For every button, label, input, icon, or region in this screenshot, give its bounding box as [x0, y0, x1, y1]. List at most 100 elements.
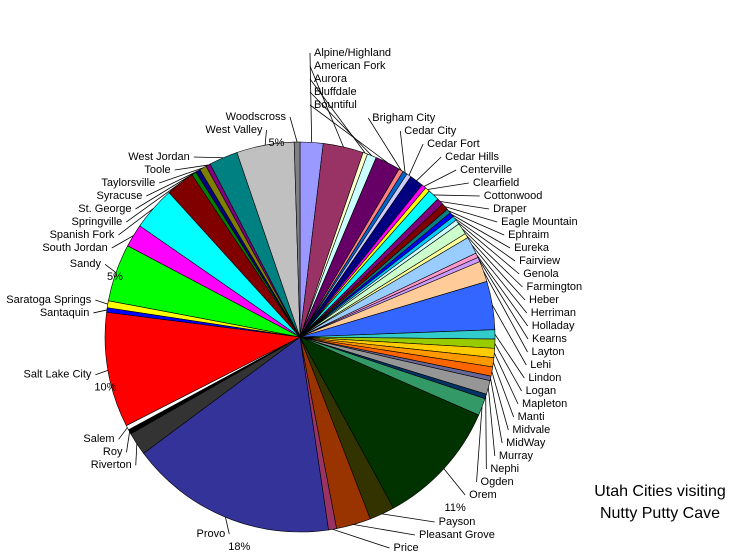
slice-label: Price: [394, 542, 419, 554]
slice-label: Toole: [144, 164, 170, 176]
slice-label: Mapleton: [522, 398, 567, 410]
leader-line: [309, 65, 344, 148]
slice-label: Bluffdale: [314, 86, 357, 98]
leader-line: [485, 396, 487, 470]
slice-label: Syracuse: [96, 190, 142, 202]
slice-label: Sandy: [70, 258, 102, 270]
slice-label: Cedar Fort: [427, 138, 480, 150]
slice-label: Spanish Fork: [50, 229, 115, 241]
leader-line: [433, 194, 480, 197]
pie: [104, 141, 496, 533]
slice-label: American Fork: [314, 60, 386, 72]
slice-label: Kearns: [532, 333, 567, 345]
leader-line: [126, 182, 181, 223]
slice-label: Cedar City: [404, 125, 456, 137]
value-label: 18%: [228, 541, 250, 553]
leader-line: [399, 130, 406, 173]
leader-line: [427, 182, 469, 190]
leader-line: [451, 214, 511, 249]
leader-line: [174, 164, 209, 171]
leader-line: [408, 143, 424, 176]
leader-line: [159, 167, 204, 184]
slice-label: MidWay: [506, 437, 546, 449]
leader-line: [332, 528, 390, 549]
slice-label: Heber: [529, 294, 559, 306]
slice-label: Draper: [493, 203, 527, 215]
leader-line: [309, 78, 366, 154]
slice-label: Layton: [532, 346, 565, 358]
leader-line: [118, 427, 128, 440]
pie-slice: [104, 311, 302, 427]
leader-line: [146, 170, 199, 197]
slice-label: Bountiful: [314, 99, 357, 111]
leader-line: [448, 210, 505, 236]
slice-label: Springville: [72, 216, 123, 228]
slice-label: Fairview: [519, 255, 560, 267]
leader-line: [494, 334, 525, 379]
leader-line: [111, 235, 134, 249]
slice-label: Salem: [83, 433, 114, 445]
slice-label: Logan: [526, 385, 557, 397]
leader-line: [457, 221, 520, 275]
leader-line: [353, 524, 416, 536]
leader-line: [487, 387, 496, 457]
slice-label: West Valley: [205, 124, 263, 136]
slice-label: Alpine/Highland: [314, 47, 391, 59]
leader-line: [440, 201, 490, 210]
leader-line: [416, 156, 442, 181]
leader-line: [118, 208, 154, 236]
slice-label: Eureka: [514, 242, 550, 254]
slice-label: Cottonwood: [484, 190, 543, 202]
leader-line: [93, 309, 107, 314]
slice-label: Orem: [469, 489, 497, 501]
leader-line: [381, 513, 435, 523]
leader-line: [135, 173, 195, 210]
leader-line: [443, 468, 466, 496]
slice-label: Herriman: [531, 307, 576, 319]
leader-line: [309, 91, 373, 156]
slice-label: Murray: [499, 450, 534, 462]
leader-line: [135, 443, 138, 466]
leader-line: [95, 370, 109, 376]
slice-label: Aurora: [314, 73, 348, 85]
slice-label: Saratoga Springs: [6, 294, 91, 306]
slice-label: Manti: [518, 411, 545, 423]
leader-line: [264, 129, 267, 146]
slice-label: Genola: [523, 268, 559, 280]
slice-label: West Jordan: [128, 151, 190, 163]
leader-line: [490, 378, 503, 444]
slice-label: Woodscross: [226, 111, 287, 123]
slice-label: Payson: [439, 516, 476, 528]
leader-line: [493, 352, 519, 405]
leader-line: [95, 299, 108, 305]
leader-line: [454, 217, 516, 262]
value-label: 11%: [445, 502, 466, 514]
slice-label: Holladay: [532, 320, 575, 332]
leader-line: [444, 206, 498, 223]
leader-line: [476, 254, 529, 327]
slice-label: South Jordan: [42, 242, 107, 254]
slice-label: Riverton: [91, 459, 132, 471]
leader-line: [193, 156, 224, 159]
slice-label: Lehi: [530, 359, 551, 371]
leader-line: [126, 431, 130, 453]
leader-line: [478, 259, 529, 340]
chart-title: Utah Cities visiting: [594, 483, 726, 500]
slice-label: Ogden: [481, 476, 514, 488]
slice-label: Midvale: [512, 424, 550, 436]
slice-label: Lindon: [528, 372, 561, 384]
leader-line: [466, 235, 526, 301]
slice-label: Clearfield: [473, 177, 519, 189]
leader-line: [309, 104, 389, 164]
leader-line: [423, 169, 457, 187]
slice-label: St. George: [78, 203, 131, 215]
leader-line: [461, 228, 523, 288]
leader-line: [491, 371, 509, 431]
slice-label: Eagle Mountain: [501, 216, 577, 228]
slice-label: Salt Lake City: [24, 369, 92, 381]
slice-label: Provo: [197, 528, 226, 540]
pie-slice: [143, 336, 329, 533]
leader-line: [309, 52, 313, 143]
